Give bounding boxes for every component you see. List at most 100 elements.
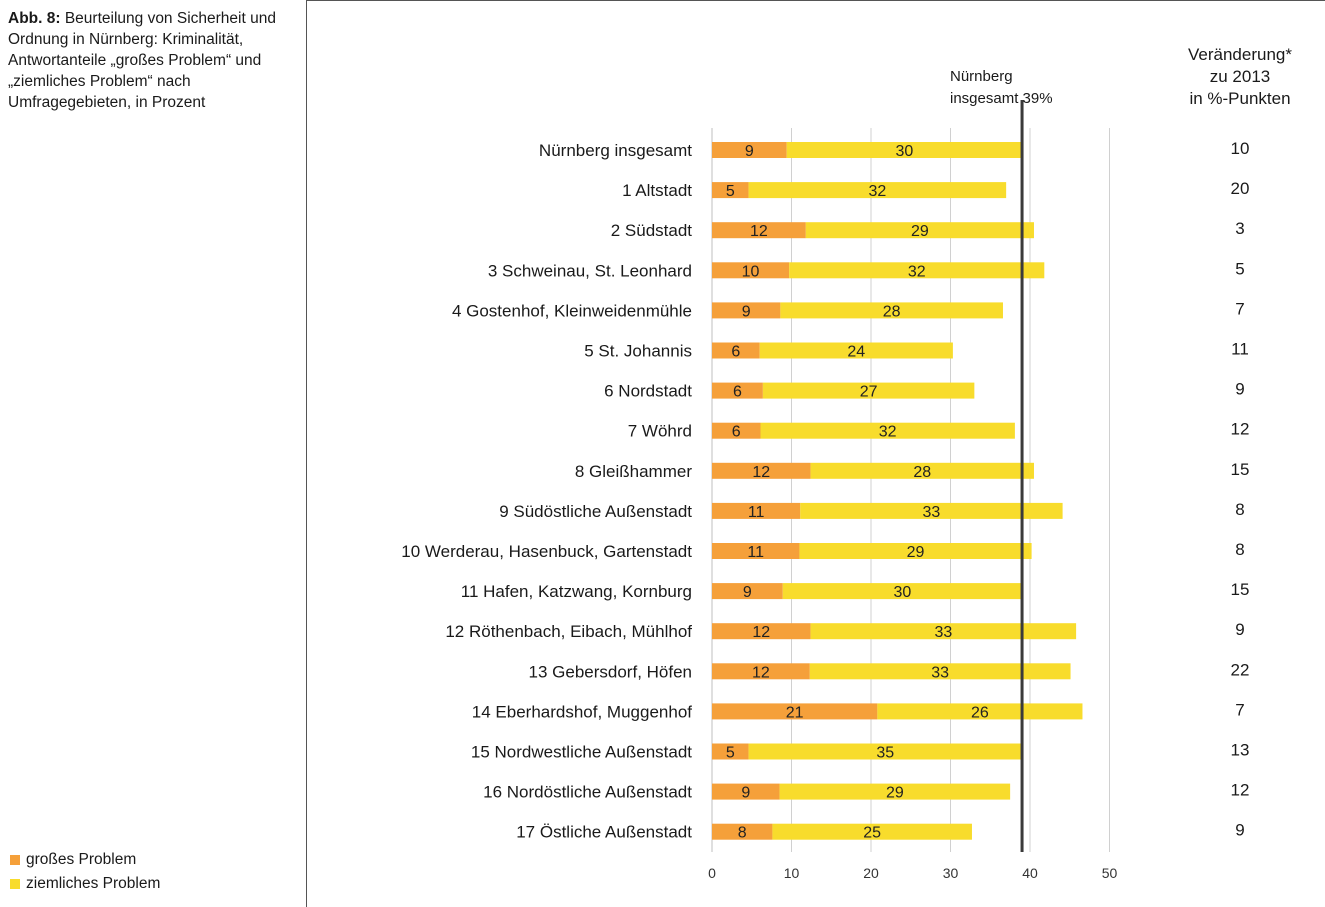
category-label: 3 Schweinau, St. Leonhard xyxy=(488,261,692,280)
bar-value-label: 9 xyxy=(743,584,752,601)
bar-value-label: 11 xyxy=(748,504,765,521)
figure-caption: Abb. 8: Beurteilung von Sicherheit und O… xyxy=(8,8,293,113)
bar-ziemliches-problem xyxy=(748,743,1023,760)
x-tick-label-50: 50 xyxy=(1102,865,1118,881)
change-value: 15 xyxy=(1231,460,1250,479)
category-label: 7 Wöhrd xyxy=(628,422,692,441)
bar-grosses-problem xyxy=(712,703,878,720)
legend-swatch-grosses-problem xyxy=(10,855,20,865)
bar-value-label: 9 xyxy=(741,785,750,802)
bar-ziemliches-problem xyxy=(805,222,1034,239)
bar-value-label: 24 xyxy=(847,344,865,361)
change-column-header: zu 2013 xyxy=(1210,67,1271,86)
bar-value-label: 10 xyxy=(742,263,760,280)
change-value: 22 xyxy=(1231,660,1250,679)
change-value: 8 xyxy=(1235,540,1244,559)
bar-ziemliches-problem xyxy=(772,823,972,840)
bar-grosses-problem xyxy=(712,783,780,800)
legend-label-ziemliches-problem: ziemliches Problem xyxy=(26,875,161,892)
bar-ziemliches-problem xyxy=(779,783,1011,800)
bar-grosses-problem xyxy=(712,583,783,600)
change-column-header: Veränderung* xyxy=(1188,45,1292,64)
change-value: 15 xyxy=(1231,580,1250,599)
change-column-header: in %-Punkten xyxy=(1189,89,1290,108)
bar-value-label: 32 xyxy=(908,263,926,280)
chart-panel xyxy=(306,0,1325,907)
change-value: 13 xyxy=(1231,741,1250,760)
bar-value-label: 6 xyxy=(733,384,742,401)
bar-value-label: 5 xyxy=(726,745,735,762)
bar-grosses-problem xyxy=(712,623,811,640)
change-value: 9 xyxy=(1235,821,1244,840)
bar-grosses-problem xyxy=(712,182,749,199)
category-label: 15 Nordwestliche Außenstadt xyxy=(471,743,692,762)
bar-value-label: 28 xyxy=(913,464,931,481)
change-value: 11 xyxy=(1231,340,1249,359)
bar-ziemliches-problem xyxy=(799,543,1032,559)
change-value: 12 xyxy=(1231,420,1250,439)
bar-ziemliches-problem xyxy=(748,182,1007,199)
change-value: 9 xyxy=(1235,620,1244,639)
x-tick-label-30: 30 xyxy=(943,865,959,881)
bar-grosses-problem xyxy=(712,543,800,559)
category-label: 1 Altstadt xyxy=(622,181,692,200)
bar-value-label: 30 xyxy=(895,143,913,160)
bar-value-label: 33 xyxy=(923,504,941,521)
reference-line-label: insgesamt 39% xyxy=(950,90,1053,107)
bar-value-label: 26 xyxy=(971,704,989,721)
bar-ziemliches-problem xyxy=(877,703,1083,720)
bar-grosses-problem xyxy=(712,382,763,399)
bar-ziemliches-problem xyxy=(810,462,1034,479)
bar-value-label: 25 xyxy=(863,825,881,842)
bar-ziemliches-problem xyxy=(810,623,1077,640)
reference-line-label: Nürnberg xyxy=(950,68,1013,85)
category-label: 9 Südöstliche Außenstadt xyxy=(499,502,692,521)
change-value: 7 xyxy=(1235,299,1244,318)
category-label: 5 St. Johannis xyxy=(584,342,692,361)
change-value: 10 xyxy=(1231,139,1250,158)
change-value: 3 xyxy=(1235,219,1244,238)
bar-value-label: 12 xyxy=(752,464,770,481)
category-label: 2 Südstadt xyxy=(611,221,693,240)
category-label: 13 Gebersdorf, Höfen xyxy=(529,662,692,681)
bar-value-label: 5 xyxy=(726,183,735,200)
bar-value-label: 9 xyxy=(742,303,751,320)
bar-value-label: 12 xyxy=(752,624,770,641)
x-tick-label-20: 20 xyxy=(863,865,879,881)
category-label: 4 Gostenhof, Kleinweidenmühle xyxy=(452,301,692,320)
change-value: 20 xyxy=(1231,179,1250,198)
bar-value-label: 27 xyxy=(860,384,878,401)
category-label: 16 Nordöstliche Außenstadt xyxy=(483,783,692,802)
legend-item-grosses-problem: großes Problem xyxy=(10,848,160,872)
bar-ziemliches-problem xyxy=(800,502,1063,519)
x-tick-label-0: 0 xyxy=(708,865,716,881)
bar-value-label: 21 xyxy=(786,704,804,721)
category-label: 11 Hafen, Katzwang, Kornburg xyxy=(461,582,692,601)
legend-label-grosses-problem: großes Problem xyxy=(26,851,137,868)
bar-grosses-problem xyxy=(712,743,749,760)
figure-caption-text: Beurteilung von Sicherheit und Ordnung i… xyxy=(8,10,276,111)
bar-value-label: 29 xyxy=(886,785,904,802)
legend-item-ziemliches-problem: ziemliches Problem xyxy=(10,872,160,896)
bar-value-label: 33 xyxy=(934,624,952,641)
bar-grosses-problem xyxy=(712,342,760,359)
bar-value-label: 12 xyxy=(750,223,768,240)
bar-value-label: 6 xyxy=(731,344,740,361)
bar-value-label: 33 xyxy=(931,664,949,681)
bar-grosses-problem xyxy=(712,422,761,439)
bar-grosses-problem xyxy=(712,222,806,239)
bar-ziemliches-problem xyxy=(762,382,975,399)
bar-value-label: 12 xyxy=(752,664,770,681)
x-tick-label-10: 10 xyxy=(784,865,800,881)
bar-ziemliches-problem xyxy=(780,302,1003,319)
bar-value-label: 35 xyxy=(876,745,894,762)
change-value: 9 xyxy=(1235,380,1244,399)
bar-ziemliches-problem xyxy=(786,142,1023,158)
category-label: 17 Östliche Außenstadt xyxy=(516,823,692,842)
bar-value-label: 32 xyxy=(879,424,897,441)
bar-grosses-problem xyxy=(712,502,801,519)
bar-ziemliches-problem xyxy=(760,422,1015,439)
bar-grosses-problem xyxy=(712,302,781,319)
category-label: Nürnberg insgesamt xyxy=(539,141,692,160)
